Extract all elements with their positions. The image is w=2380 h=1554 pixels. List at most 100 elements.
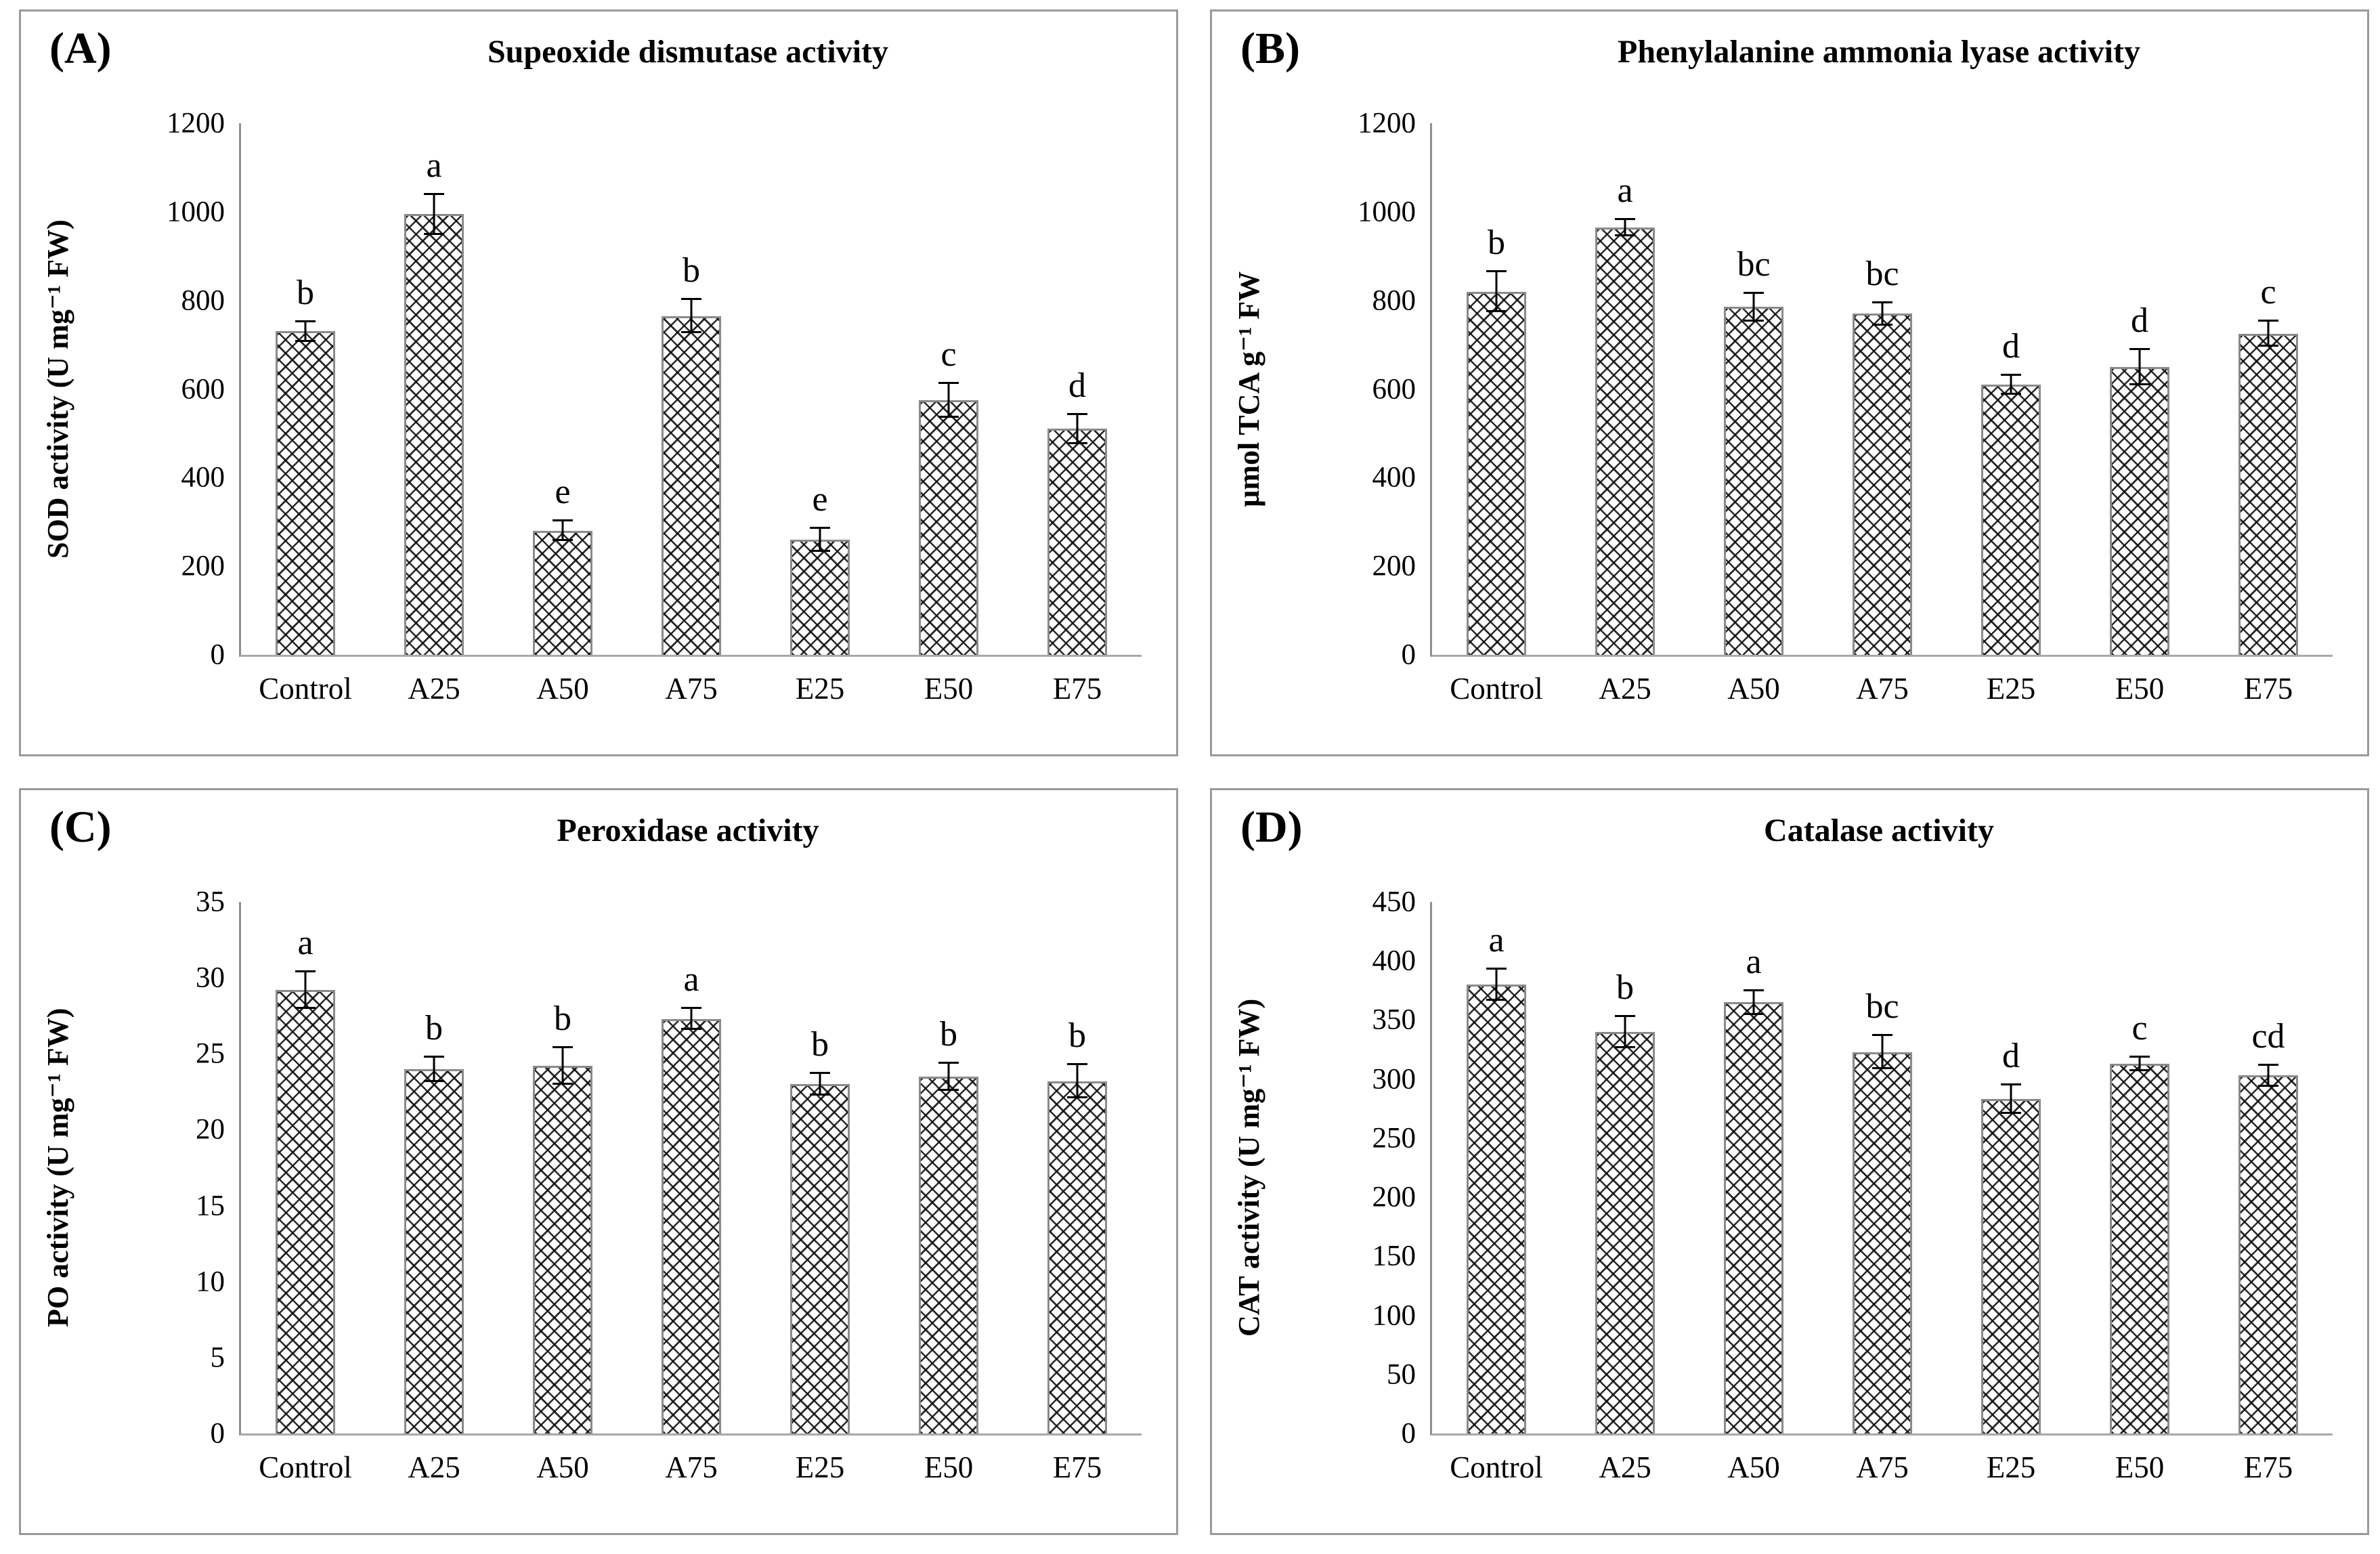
error-bar-cap-top [553,1046,573,1049]
y-tick-label: 200 [1372,550,1416,582]
bar [276,331,335,655]
significance-letter: b [297,274,314,313]
error-bar-cap-top [1744,989,1764,991]
x-category-label: E25 [1986,672,2036,706]
panel-catalase: (D) Catalase activity CAT activity (U mg… [1210,788,2369,1535]
y-axis-label-pal: µmol TCA g⁻¹ FW [1232,271,1265,507]
error-bar [304,972,307,1008]
y-tick-label: 0 [210,1417,225,1450]
y-tick-label: 100 [1372,1299,1416,1332]
x-category-label: E75 [2243,672,2293,706]
bar [1047,1081,1107,1433]
y-tick-label: 0 [1401,639,1416,671]
error-bar [2267,321,2270,347]
error-bar [1881,1035,1884,1069]
error-bar-cap-top [681,297,701,300]
panel-letter-a: (A) [49,24,112,73]
error-bar [433,1056,435,1081]
significance-letter: b [1068,1016,1086,1055]
y-tick-label: 400 [1372,461,1416,494]
error-bar-cap-bottom [424,232,444,235]
error-bar [1752,990,1755,1014]
y-tick-label: 1200 [1358,107,1416,139]
error-bar-cap-bottom [681,1028,701,1031]
y-tick-label: 800 [1372,284,1416,317]
significance-letter: b [554,999,571,1039]
panel-letter-d: (D) [1240,802,1303,852]
bar [533,1066,592,1433]
error-bar-cap-bottom [810,549,830,552]
significance-letter: c [940,335,957,374]
significance-letter: a [1617,171,1633,210]
error-bar [433,194,435,234]
x-category-label: A25 [408,672,460,706]
bar [2110,366,2169,655]
chart-title-cat: Catalase activity [1764,813,1994,848]
significance-letter: b [1488,223,1505,263]
significance-letter: a [426,146,442,185]
error-bar-cap-top [938,1061,959,1064]
bar [404,214,464,655]
error-bar-cap-top [295,320,316,323]
significance-letter: d [2131,301,2148,340]
bar [2238,333,2298,655]
y-tick-label: 200 [181,550,225,582]
bar [1853,1052,1912,1433]
error-bar [2010,1085,2012,1114]
panel-peroxidase: (C) Peroxidase activity PO activity (U m… [19,788,1178,1535]
error-bar [947,1062,950,1091]
significance-letter: d [2002,1037,2020,1076]
error-bar-cap-top [1744,291,1764,294]
error-bar-cap-top [1066,412,1087,415]
y-tick-label: 50 [1387,1358,1416,1391]
error-bar-cap-top [2129,347,2150,350]
significance-letter: a [683,960,699,999]
x-category-label: E50 [2115,672,2165,706]
bar [790,1084,850,1433]
significance-letter: b [425,1008,443,1048]
error-bar [1495,272,1498,312]
error-bar [690,1008,693,1030]
x-category-label: A25 [408,1450,460,1484]
error-bar [1752,293,1755,322]
y-tick-label: 400 [181,461,225,494]
chart-title-sod: Supeoxide dismutase activity [487,34,889,70]
y-axis-label-sod: SOD activity (U mg⁻¹ FW) [41,219,74,559]
significance-letter: a [1488,921,1505,960]
error-bar [1624,1016,1626,1048]
error-bar [561,521,564,541]
error-bar [1495,969,1498,1000]
y-tick-label: 200 [1372,1181,1416,1213]
y-tick-label: 300 [1372,1063,1416,1096]
bar-chart-plot-po: 0 5 10 15 20 25 30 35 a Control b A25 b A50 a A75 b E25 b E… [196,888,1142,1483]
error-bar-cap-bottom [424,1079,444,1082]
panel-superoxide-dismutase: (A) Supeoxide dismutase activity SOD act… [19,9,1178,756]
bar [919,400,978,655]
significance-letter: e [812,479,828,519]
error-bar [2138,349,2141,385]
error-bar-cap-bottom [2129,383,2150,385]
significance-letter: d [2002,326,2020,366]
x-category-label: E75 [1052,1450,1102,1484]
error-bar [561,1048,564,1085]
error-bar-cap-bottom [2257,345,2278,347]
error-bar-cap-bottom [1066,441,1087,444]
significance-letter: a [297,924,313,963]
significance-letter: bc [1865,254,1899,293]
error-bar-cap-bottom [810,1093,830,1096]
error-bar-cap-top [1486,270,1507,273]
error-bar-cap-top [2257,1063,2278,1066]
y-tick-label: 400 [1372,945,1416,977]
y-tick-label: 30 [196,962,225,994]
bar [533,530,592,655]
error-bar-cap-top [1486,968,1507,970]
error-bar [819,527,821,551]
error-bar-cap-top [424,192,444,195]
significance-letter: a [1746,942,1762,981]
y-tick-label: 5 [210,1341,225,1374]
error-bar-cap-bottom [295,1007,316,1009]
x-category-label: A50 [1727,1450,1780,1484]
error-bar-cap-bottom [1872,1066,1892,1069]
x-category-label: E25 [1986,1450,2036,1484]
significance-letter: b [683,251,700,290]
